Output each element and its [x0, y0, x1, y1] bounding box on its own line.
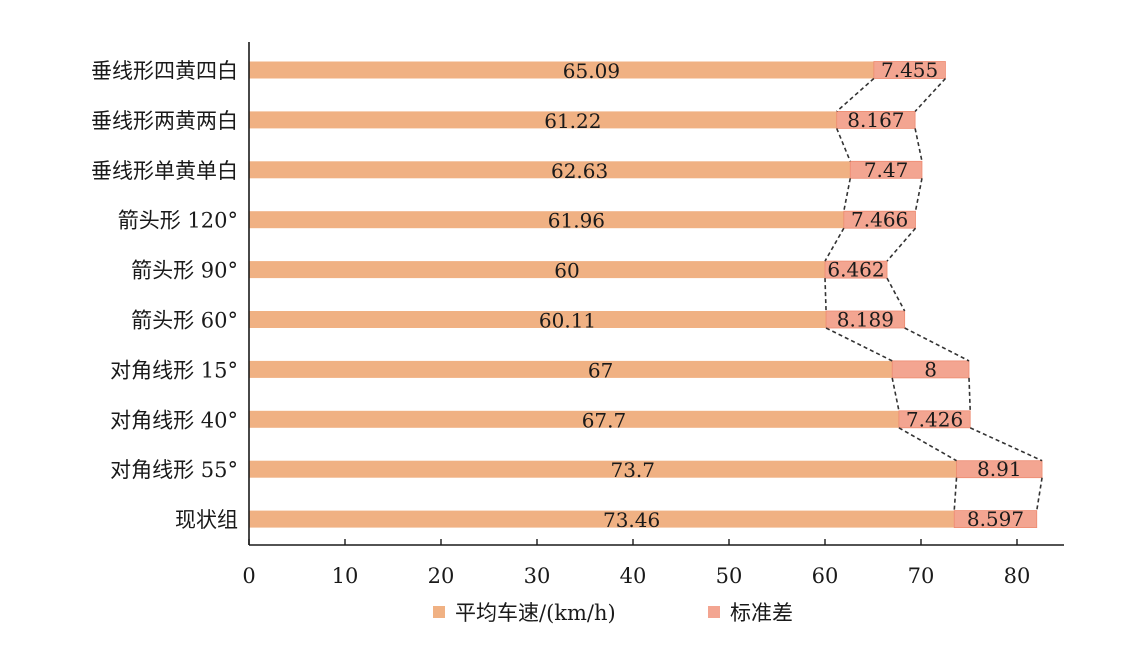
dashed-connector-total: [886, 277, 906, 312]
speed-value-label: 73.7: [610, 458, 655, 482]
std-value-label: 8.597: [967, 507, 1024, 531]
std-value-label: 6.462: [827, 258, 884, 282]
dashed-connector-total: [914, 178, 923, 212]
speed-value-label: 73.46: [603, 508, 660, 532]
std-bar: [873, 61, 946, 79]
data-labels: 65.09 7.455 61.22 8.167 62.63 7.47 61.96 7.466 6…: [539, 58, 1024, 532]
x-tick-label: 40: [620, 564, 647, 588]
axes: [248, 42, 1064, 546]
std-bar: [898, 410, 971, 429]
dashed-connector-total: [904, 327, 970, 362]
category-label: 箭头形 60°: [131, 309, 238, 333]
std-bar: [836, 111, 916, 129]
speed-bar: [249, 510, 955, 528]
std-value-label: 7.455: [881, 58, 938, 82]
dashed-connector-speed: [824, 278, 827, 312]
std-value-label: 8.91: [977, 457, 1022, 481]
x-tick-label: 30: [524, 564, 551, 588]
legend-label-std: 标准差: [730, 601, 793, 625]
category-label: 垂线形两黄两白: [91, 109, 238, 133]
x-tick-label: 60: [812, 564, 839, 588]
std-bar: [843, 210, 916, 229]
x-tick-label: 70: [908, 564, 935, 588]
speed-bar: [249, 460, 957, 478]
dashed-connector-speed: [825, 327, 893, 362]
speed-value-label: 67.7: [582, 408, 627, 432]
speed-bar: [249, 360, 893, 378]
x-tick-label: 80: [1004, 564, 1031, 588]
speed-value-label: 60: [554, 259, 579, 283]
std-value-label: 8.189: [837, 308, 894, 332]
legend: 平均车速/(km/h) 标准差: [433, 601, 793, 625]
std-bar: [824, 260, 888, 279]
category-label: 对角线形 40°: [110, 408, 238, 432]
dashed-connector-total: [968, 377, 972, 411]
speed-value-label: 60.11: [539, 309, 596, 333]
dashed-connector-speed: [953, 477, 958, 511]
x-tick-label: 10: [332, 564, 359, 588]
dashed-connector-total: [1035, 477, 1043, 511]
speed-value-label: 62.63: [551, 159, 608, 183]
category-label: 对角线形 55°: [110, 458, 238, 482]
std-bar: [891, 360, 970, 379]
std-bar: [849, 160, 923, 179]
speed-bar: [249, 111, 837, 129]
dashed-connector-speed: [898, 427, 957, 462]
std-value-label: 7.466: [851, 208, 908, 232]
std-value-label: 8: [924, 357, 937, 381]
speed-bar: [249, 410, 899, 428]
speed-value-label: 65.09: [563, 59, 620, 83]
std-bars: [824, 61, 1043, 529]
dashed-connector-speed: [843, 178, 852, 212]
speed-bar: [249, 61, 874, 79]
std-value-label: 7.426: [906, 407, 963, 431]
speed-bar: [249, 211, 844, 229]
std-value-label: 7.47: [864, 158, 909, 182]
legend-label-speed: 平均车速/(km/h): [455, 601, 616, 625]
dashed-connector-total: [914, 128, 923, 162]
dashed-connector-speed: [891, 377, 900, 411]
category-label: 对角线形 15°: [110, 358, 238, 382]
speed-bar: [249, 261, 825, 279]
speed-value-label: 61.96: [548, 209, 605, 233]
speed-bars: [249, 61, 957, 528]
speed-bar: [249, 311, 827, 328]
x-tick-label: 0: [242, 564, 255, 588]
category-label: 箭头形 90°: [131, 259, 238, 283]
dashed-connector-speed: [835, 128, 851, 162]
dashed-connectors: [824, 77, 1043, 511]
x-ticks: 0 10 20 30 40 50 60 70 80: [242, 539, 1030, 588]
category-label: 垂线形单黄单白: [91, 159, 238, 183]
dashed-connector-total: [914, 77, 947, 112]
std-bar: [953, 510, 1038, 529]
x-tick-label: 50: [716, 564, 743, 588]
dashed-connector-total: [886, 227, 917, 262]
dashed-connector-speed: [836, 77, 875, 112]
dashed-connector-total: [969, 427, 1043, 462]
speed-value-label: 61.22: [544, 109, 601, 133]
speed-value-label: 67: [588, 358, 613, 382]
std-bar: [825, 310, 906, 329]
std-bar: [956, 460, 1043, 479]
speed-bar: [249, 161, 851, 179]
dashed-connector-speed: [824, 227, 845, 262]
category-label: 垂线形四黄四白: [91, 59, 238, 83]
category-label: 箭头形 120°: [118, 209, 238, 233]
legend-swatch-speed: [433, 606, 445, 618]
legend-swatch-std: [708, 606, 720, 618]
std-value-label: 8.167: [847, 108, 904, 132]
x-tick-label: 20: [428, 564, 455, 588]
category-label: 现状组: [175, 508, 238, 532]
